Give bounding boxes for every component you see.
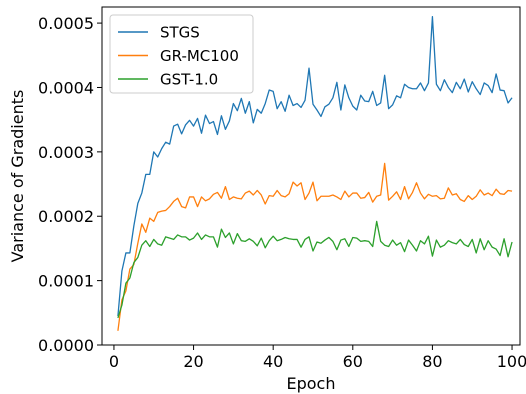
x-tick-label: 100	[497, 352, 526, 371]
x-tick-label: 0	[109, 352, 119, 371]
x-axis-label: Epoch	[287, 374, 336, 393]
series-line-gst-1-0	[117, 220, 513, 319]
y-tick-label: 0.0004	[38, 78, 94, 97]
series-layer	[117, 16, 513, 331]
y-tick-label: 0.0005	[38, 14, 94, 33]
x-tick-label: 60	[343, 352, 363, 371]
y-axis: 0.0000 0.0001 0.0002 0.0003 0.0004 0.0005	[38, 14, 102, 355]
y-tick-label: 0.0000	[38, 336, 94, 355]
plot-frame	[101, 6, 521, 346]
y-tick-label: 0.0002	[38, 207, 94, 226]
legend: STGS GR-MC100 GST-1.0	[109, 14, 254, 94]
legend-label: GST-1.0	[160, 71, 218, 89]
legend-label: STGS	[160, 24, 200, 42]
x-axis: 0 20 40 60 80 100	[109, 345, 526, 371]
y-axis-label: Variance of Gradients	[8, 90, 27, 263]
x-tick-label: 40	[263, 352, 283, 371]
y-tick-label: 0.0003	[38, 143, 94, 162]
series-line-stgs	[117, 16, 513, 317]
series-line-gr-mc100	[117, 162, 513, 331]
x-tick-label: 20	[183, 352, 203, 371]
x-tick-label: 80	[422, 352, 442, 371]
y-tick-label: 0.0001	[38, 272, 94, 291]
legend-label: GR-MC100	[160, 47, 239, 65]
legend-box	[109, 14, 254, 94]
